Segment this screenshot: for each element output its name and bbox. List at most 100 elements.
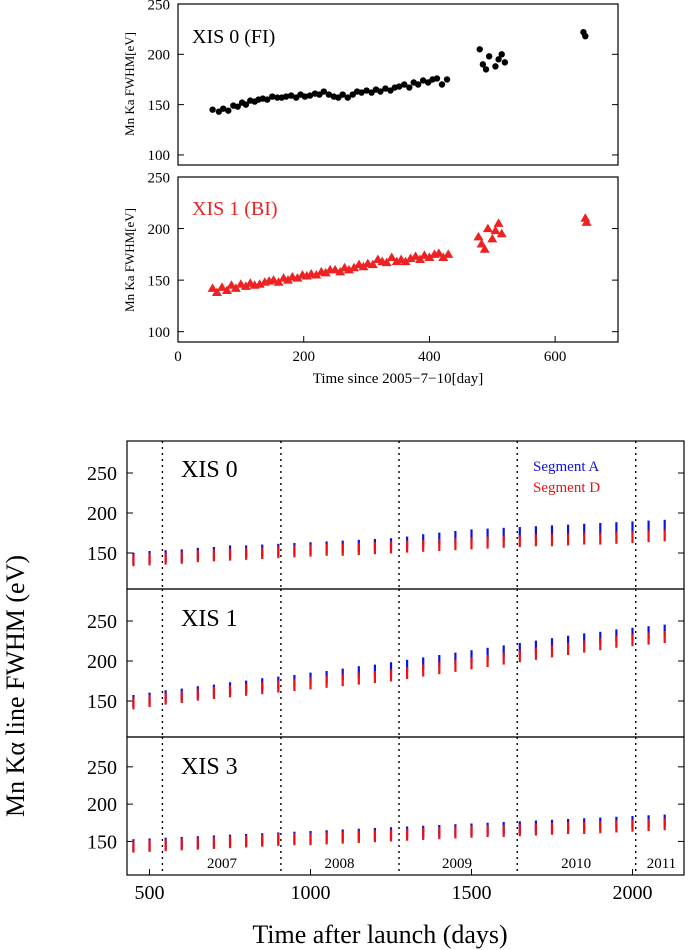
data-point	[473, 231, 484, 241]
x-tick-label: 1500	[452, 882, 492, 904]
y-axis-label: Mn Ka FWHM[eV]	[122, 208, 137, 312]
y-tick-label: 150	[87, 543, 117, 565]
panel-label: XIS 0 (FI)	[192, 26, 275, 48]
x-axis-label: Time after launch (days)	[252, 920, 507, 949]
data-point	[443, 249, 454, 258]
data-point	[433, 75, 441, 82]
year-label: 2009	[442, 856, 472, 872]
x-tick-label: 600	[544, 349, 567, 365]
data-point	[501, 59, 509, 66]
panel-frame	[126, 736, 685, 876]
year-label: 2010	[561, 856, 591, 872]
y-tick-label: 250	[87, 757, 117, 779]
data-point	[358, 89, 365, 96]
data-point	[581, 217, 592, 226]
data-point	[419, 77, 427, 84]
data-point	[349, 262, 359, 272]
data-point	[498, 51, 505, 58]
data-point	[382, 85, 389, 92]
y-tick-label: 200	[87, 794, 117, 816]
xis0-segment-panel: XIS 0 Segment A Segment D 150 200 250	[87, 440, 685, 590]
data-point	[476, 46, 483, 53]
data-point	[482, 223, 493, 233]
y-tick-label: 150	[87, 831, 117, 853]
data-point	[240, 281, 251, 290]
data-point	[269, 93, 276, 100]
y-tick-label: 200	[148, 48, 171, 64]
legend-segment-a: Segment A	[533, 459, 599, 475]
x-tick-label: 0	[174, 349, 182, 365]
data-point	[234, 103, 241, 110]
x-tick-label: 500	[135, 882, 165, 904]
data-point	[401, 81, 408, 88]
data-point	[438, 81, 446, 88]
data-point	[292, 273, 303, 282]
panel-label: XIS 0	[181, 457, 238, 483]
y-tick-label: 250	[87, 463, 117, 485]
data-point	[381, 257, 392, 267]
data-point	[406, 84, 413, 91]
data-point	[282, 93, 290, 100]
data-point	[217, 282, 227, 291]
data-point	[273, 277, 284, 286]
data-point	[320, 88, 328, 95]
data-point	[220, 105, 227, 112]
y-tick-label: 100	[148, 148, 171, 164]
x-tick-label: 200	[292, 349, 315, 365]
data-point	[264, 96, 271, 103]
data-point	[344, 94, 351, 101]
data-point	[424, 252, 435, 261]
x-tick-label: 400	[418, 349, 441, 365]
data-point	[443, 76, 451, 83]
data-point	[325, 91, 333, 98]
data-point	[582, 33, 589, 40]
y-tick-label: 200	[148, 222, 171, 238]
data-point	[414, 81, 422, 88]
data-point	[493, 218, 504, 227]
panel-frame	[177, 176, 619, 343]
xis1-segment-panel: XIS 1 150 200 250	[87, 588, 685, 738]
data-point	[301, 93, 309, 100]
panel-label: XIS 1	[181, 606, 238, 632]
data-point	[377, 88, 384, 95]
panel-label: XIS 3	[181, 754, 238, 780]
data-point	[496, 228, 507, 238]
data-point	[482, 66, 490, 73]
data-point	[487, 233, 498, 243]
y-tick-label: 200	[87, 651, 117, 673]
x-tick-label: 2000	[612, 882, 652, 904]
y-tick-label: 200	[87, 503, 117, 525]
xis3-segment-panel: XIS 3 150 200 250 500 1000 1500 2000 2007 2008…	[87, 736, 685, 949]
year-label: 2011	[647, 856, 676, 872]
y-tick-label: 150	[148, 273, 171, 289]
lower-y-axis-label: Mn Kα line FWHM (eV)	[1, 555, 30, 817]
y-tick-label: 100	[148, 325, 171, 341]
data-point	[225, 107, 232, 114]
data-point	[209, 106, 216, 113]
data-point	[222, 285, 233, 294]
y-tick-label: 150	[87, 691, 117, 713]
xis1-bi-panel: XIS 1 (BI) Mn Ka FWHM[eV] Time since 200…	[122, 170, 619, 387]
data-point	[396, 83, 403, 90]
y-tick-label: 250	[148, 0, 171, 13]
data-point	[242, 101, 250, 108]
data-point	[207, 283, 218, 292]
data-point	[492, 63, 499, 70]
data-point	[485, 53, 493, 60]
data-point	[287, 92, 295, 99]
x-tick-label: 1000	[291, 882, 331, 904]
y-tick-label: 150	[148, 98, 171, 114]
data-point	[438, 252, 449, 261]
data-point	[363, 87, 370, 94]
x-axis-label: Time since 2005−7−10[day]	[313, 371, 484, 387]
data-point	[479, 244, 490, 253]
panel-label: XIS 1 (BI)	[192, 198, 278, 220]
data-point	[433, 248, 444, 257]
data-point	[367, 259, 378, 269]
year-label: 2008	[324, 856, 354, 872]
legend-segment-d: Segment D	[533, 480, 600, 496]
data-point	[230, 283, 241, 292]
data-point	[490, 225, 501, 235]
panel-frame	[177, 3, 619, 166]
